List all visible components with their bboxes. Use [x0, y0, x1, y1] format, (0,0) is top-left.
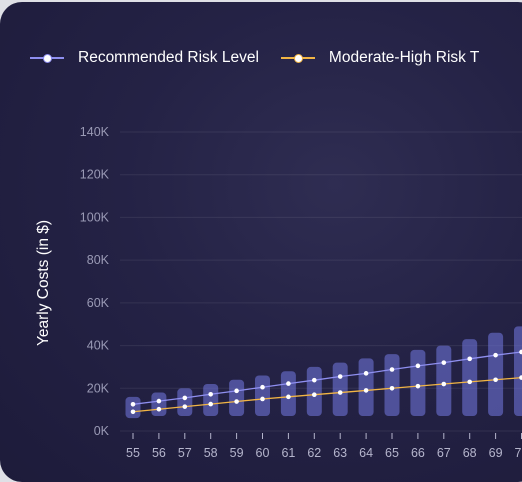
- series-point-0[interactable]: [442, 360, 447, 365]
- series-point-1[interactable]: [442, 382, 447, 387]
- series-point-1[interactable]: [234, 399, 239, 404]
- series-point-0[interactable]: [234, 389, 239, 394]
- x-tick-label: 60: [256, 446, 270, 460]
- range-bar: [410, 350, 425, 416]
- range-bar: [307, 367, 322, 416]
- range-bar: [385, 354, 400, 416]
- x-tick-label: 65: [385, 446, 399, 460]
- range-bar: [436, 346, 451, 416]
- series-point-0[interactable]: [260, 385, 265, 390]
- x-tick-label: 62: [307, 446, 321, 460]
- series-point-0[interactable]: [338, 374, 343, 379]
- series-point-0[interactable]: [364, 371, 369, 376]
- series-point-1[interactable]: [390, 386, 395, 391]
- x-tick-label: 63: [333, 446, 347, 460]
- y-tick-label: 20K: [87, 381, 110, 395]
- series-point-1[interactable]: [260, 397, 265, 402]
- x-tick-label: 61: [281, 446, 295, 460]
- range-bar: [177, 388, 192, 416]
- series-point-1[interactable]: [131, 409, 136, 414]
- range-bar: [281, 371, 296, 416]
- series-point-1[interactable]: [493, 377, 498, 382]
- y-tick-label: 120K: [80, 168, 110, 182]
- range-bar: [514, 326, 522, 416]
- range-bar: [203, 384, 218, 416]
- series-point-0[interactable]: [131, 402, 136, 407]
- x-tick-label: 68: [463, 446, 477, 460]
- y-tick-label: 0K: [94, 424, 110, 438]
- x-tick-label: 64: [359, 446, 373, 460]
- y-axis-label: Yearly Costs (in $): [35, 220, 52, 346]
- axis-layer: 0K 20K 40K 60K 80K 100K 120K 140K 55 56 57 58 59 60 61…: [80, 125, 522, 460]
- x-tick-label: 70: [515, 446, 522, 460]
- series-point-1[interactable]: [183, 404, 188, 409]
- y-tick-label: 140K: [80, 125, 110, 139]
- y-tick-label: 40K: [87, 339, 110, 353]
- series-point-1[interactable]: [467, 380, 472, 385]
- range-bar: [462, 339, 477, 416]
- range-bar: [333, 363, 348, 416]
- y-tick-label: 100K: [80, 210, 110, 224]
- range-bar: [151, 393, 166, 416]
- series-point-0[interactable]: [286, 381, 291, 386]
- series-point-0[interactable]: [416, 364, 421, 369]
- x-tick-label: 55: [126, 446, 140, 460]
- x-tick-label: 56: [152, 446, 166, 460]
- range-bar: [255, 375, 270, 416]
- series-point-0[interactable]: [467, 357, 472, 362]
- x-tick-label: 59: [230, 446, 244, 460]
- y-tick-label: 60K: [87, 296, 110, 310]
- range-bar: [229, 380, 244, 416]
- series-point-1[interactable]: [338, 390, 343, 395]
- series-point-0[interactable]: [312, 378, 317, 383]
- series-point-1[interactable]: [157, 407, 162, 412]
- series-point-0[interactable]: [493, 353, 498, 358]
- series-point-1[interactable]: [208, 402, 213, 407]
- series-point-1[interactable]: [286, 395, 291, 400]
- series-point-1[interactable]: [312, 392, 317, 397]
- series-point-0[interactable]: [157, 399, 162, 404]
- series-point-0[interactable]: [183, 396, 188, 401]
- x-tick-label: 57: [178, 446, 192, 460]
- x-tick-label: 66: [411, 446, 425, 460]
- series-point-0[interactable]: [208, 392, 213, 397]
- x-tick-label: 69: [489, 446, 503, 460]
- chart-plot: 0K 20K 40K 60K 80K 100K 120K 140K 55 56 57 58 59 60 61…: [0, 0, 522, 464]
- series-point-1[interactable]: [364, 388, 369, 393]
- range-bar: [359, 358, 374, 416]
- range-bar: [126, 397, 141, 418]
- x-tick-label: 67: [437, 446, 451, 460]
- series-point-0[interactable]: [390, 367, 395, 372]
- x-tick-label: 58: [204, 446, 218, 460]
- series-point-1[interactable]: [416, 384, 421, 389]
- range-bar: [488, 333, 503, 416]
- y-tick-label: 80K: [87, 253, 110, 267]
